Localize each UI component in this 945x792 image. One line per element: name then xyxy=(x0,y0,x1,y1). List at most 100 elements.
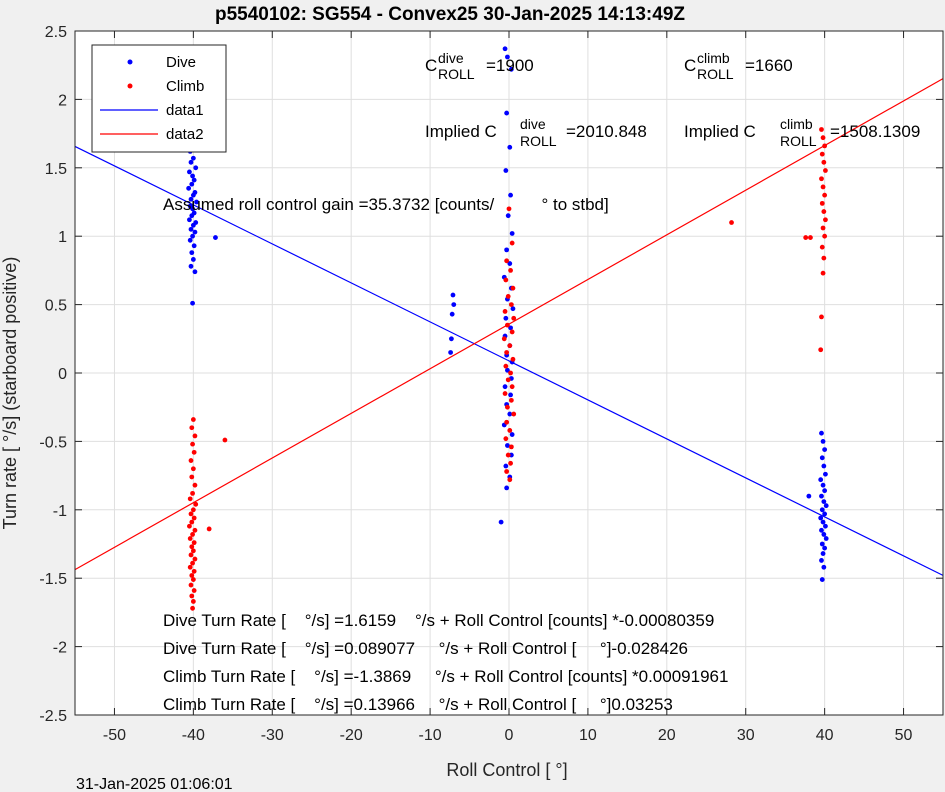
dive-point xyxy=(509,231,515,236)
climb-point xyxy=(508,302,514,307)
climb-point xyxy=(823,217,828,223)
climb-point xyxy=(821,255,827,261)
climb-point xyxy=(189,544,195,550)
dive-point xyxy=(187,217,192,223)
y-tick-label: -0.5 xyxy=(39,434,67,451)
dive-point xyxy=(505,54,510,60)
climb-point xyxy=(187,496,193,502)
c-roll-dive-base: C xyxy=(425,56,437,75)
climb-point xyxy=(190,560,195,566)
climb-point xyxy=(819,176,824,182)
implied-dive-sub: ROLL xyxy=(520,133,557,149)
climb-point xyxy=(192,527,198,533)
implied-dive-value: =2010.848 xyxy=(566,122,647,141)
dive-point xyxy=(191,243,197,249)
climb-point xyxy=(190,417,196,422)
y-tick-label: 1 xyxy=(58,229,67,246)
chart-title: p5540102: SG554 - Convex25 30-Jan-2025 1… xyxy=(215,4,685,25)
climb-point xyxy=(509,329,515,335)
climb-point xyxy=(510,285,516,291)
dive-point xyxy=(188,263,194,269)
climb-point xyxy=(192,433,198,439)
dive-point xyxy=(821,564,827,570)
dive-point xyxy=(188,196,194,202)
axis-ticks: -50 -40 -30 -20 -10 0 10 20 30 40 50-2.5-2-1.5-1-0… xyxy=(39,24,943,744)
climb-point xyxy=(193,501,199,507)
climb-point xyxy=(505,322,510,328)
dive-point xyxy=(193,165,199,171)
climb-point xyxy=(511,315,517,321)
dive-point xyxy=(190,192,196,198)
climb-point xyxy=(188,458,194,463)
climb-point xyxy=(819,127,824,132)
dive-point xyxy=(188,226,194,232)
dive-point xyxy=(194,199,199,205)
dive-point xyxy=(213,235,218,240)
climb-point xyxy=(502,309,508,314)
y-tick-label: 0 xyxy=(58,366,67,383)
y-tick-label: 2 xyxy=(58,92,67,109)
x-tick-label: -30 xyxy=(261,727,284,744)
x-tick-label: -40 xyxy=(182,727,205,744)
climb-point xyxy=(509,384,515,390)
dive-point xyxy=(818,515,824,521)
y-tick-label: 1.5 xyxy=(45,161,67,178)
dive-point xyxy=(822,511,828,517)
dive-point xyxy=(819,527,824,533)
fit-equation-1: Dive Turn Rate [ °/s] =1.6159 °/s + Roll… xyxy=(163,611,714,630)
dive-point xyxy=(189,181,195,187)
climb-point xyxy=(190,577,196,582)
dive-point xyxy=(510,306,516,312)
dive-point xyxy=(818,477,824,483)
dive-point xyxy=(504,110,510,116)
fit-line-data1 xyxy=(74,145,944,576)
climb-point xyxy=(189,593,195,599)
climb-point xyxy=(820,270,826,276)
x-tick-label: 30 xyxy=(737,727,755,744)
dive-point xyxy=(819,558,824,563)
climb-point xyxy=(819,151,825,157)
x-axis-label: Roll Control [ °] xyxy=(446,760,567,780)
dive-point xyxy=(189,213,195,219)
x-tick-label: 20 xyxy=(658,727,676,744)
dive-point xyxy=(505,213,511,219)
dive-point xyxy=(192,269,198,275)
climb-point xyxy=(188,582,194,588)
climb-point xyxy=(508,444,514,450)
dive-point xyxy=(504,485,510,491)
dive-point xyxy=(191,177,197,183)
climb-point xyxy=(505,377,511,383)
climb-point xyxy=(187,564,193,570)
climb-point xyxy=(501,336,507,342)
dive-point xyxy=(819,430,824,436)
dive-point xyxy=(821,532,827,537)
climb-point xyxy=(190,605,195,611)
dive-point xyxy=(821,499,827,504)
c-roll-climb-sup: climb xyxy=(697,50,730,66)
footer-timestamp: 31-Jan-2025 01:06:01 xyxy=(76,776,233,792)
climb-point xyxy=(505,404,510,410)
dive-point xyxy=(821,463,827,469)
climb-point xyxy=(510,356,516,362)
climb-point xyxy=(504,258,510,264)
dive-point xyxy=(503,315,509,321)
climb-point xyxy=(819,244,825,250)
dive-point xyxy=(822,545,828,551)
dive-point xyxy=(190,257,196,262)
climb-point xyxy=(188,511,194,517)
dive-point xyxy=(449,311,455,317)
climb-point xyxy=(504,419,510,425)
dive-point xyxy=(819,541,825,547)
climb-point xyxy=(511,411,517,417)
dive-point xyxy=(820,482,826,488)
dive-point xyxy=(820,551,826,556)
climb-point xyxy=(508,460,513,466)
climb-point xyxy=(188,552,194,558)
implied-climb-sup: climb xyxy=(780,116,813,132)
dive-point xyxy=(507,261,513,266)
annotation-c-roll-climb: C climb ROLL =1660 xyxy=(684,50,793,82)
implied-climb-value: =1508.1309 xyxy=(830,122,920,141)
climb-point xyxy=(822,233,828,239)
climb-point xyxy=(823,168,828,173)
dive-point xyxy=(503,168,509,173)
